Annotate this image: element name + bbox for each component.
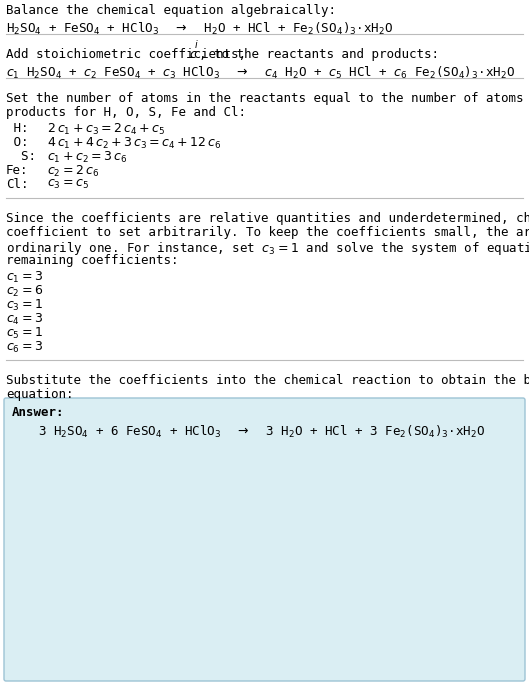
Text: $c_1 + c_2 = 3\,c_6$: $c_1 + c_2 = 3\,c_6$ — [32, 150, 127, 165]
Text: $c_1 = 3$: $c_1 = 3$ — [6, 270, 43, 285]
Text: $4\,c_1 + 4\,c_2 + 3\,c_3 = c_4 + 12\,c_6$: $4\,c_1 + 4\,c_2 + 3\,c_3 = c_4 + 12\,c_… — [32, 136, 221, 151]
Text: ordinarily one. For instance, set $c_3 = 1$ and solve the system of equations fo: ordinarily one. For instance, set $c_3 =… — [6, 240, 529, 257]
Text: $c_6 = 3$: $c_6 = 3$ — [6, 340, 43, 355]
Text: H$_2$SO$_4$ + FeSO$_4$ + HClO$_3$  $\rightarrow$  H$_2$O + HCl + Fe$_2$(SO$_4$)$: H$_2$SO$_4$ + FeSO$_4$ + HClO$_3$ $\righ… — [6, 21, 393, 37]
Text: $c_2 = 6$: $c_2 = 6$ — [6, 284, 43, 299]
Text: $c_2 = 2\,c_6$: $c_2 = 2\,c_6$ — [32, 164, 99, 179]
Text: Balance the chemical equation algebraically:: Balance the chemical equation algebraica… — [6, 4, 336, 17]
Text: O:: O: — [6, 136, 29, 149]
Text: coefficient to set arbitrarily. To keep the coefficients small, the arbitrary va: coefficient to set arbitrarily. To keep … — [6, 226, 529, 239]
Text: equation:: equation: — [6, 388, 74, 401]
Text: Set the number of atoms in the reactants equal to the number of atoms in the: Set the number of atoms in the reactants… — [6, 92, 529, 105]
Text: $c_5 = 1$: $c_5 = 1$ — [6, 326, 43, 341]
Text: $2\,c_1 + c_3 = 2\,c_4 + c_5$: $2\,c_1 + c_3 = 2\,c_4 + c_5$ — [32, 122, 165, 137]
Text: Cl:: Cl: — [6, 178, 29, 191]
Text: Answer:: Answer: — [12, 406, 65, 419]
Text: , to the reactants and products:: , to the reactants and products: — [199, 48, 440, 61]
Text: remaining coefficients:: remaining coefficients: — [6, 254, 178, 267]
Text: products for H, O, S, Fe and Cl:: products for H, O, S, Fe and Cl: — [6, 106, 246, 119]
Text: $c_1$ H$_2$SO$_4$ + $c_2$ FeSO$_4$ + $c_3$ HClO$_3$  $\rightarrow$  $c_4$ H$_2$O: $c_1$ H$_2$SO$_4$ + $c_2$ FeSO$_4$ + $c_… — [6, 65, 515, 81]
Text: c: c — [189, 48, 196, 61]
Text: $c_3 = 1$: $c_3 = 1$ — [6, 298, 43, 313]
Text: H:: H: — [6, 122, 29, 135]
Text: Substitute the coefficients into the chemical reaction to obtain the balanced: Substitute the coefficients into the che… — [6, 374, 529, 387]
Text: Add stoichiometric coefficients,: Add stoichiometric coefficients, — [6, 48, 253, 61]
Text: i: i — [195, 40, 198, 50]
Text: 3 H$_2$SO$_4$ + 6 FeSO$_4$ + HClO$_3$  $\rightarrow$  3 H$_2$O + HCl + 3 Fe$_2$(: 3 H$_2$SO$_4$ + 6 FeSO$_4$ + HClO$_3$ $\… — [38, 424, 485, 440]
Text: $c_3 = c_5$: $c_3 = c_5$ — [32, 178, 89, 191]
Text: Fe:: Fe: — [6, 164, 29, 177]
Text: Since the coefficients are relative quantities and underdetermined, choose a: Since the coefficients are relative quan… — [6, 212, 529, 225]
Text: S:: S: — [6, 150, 36, 163]
FancyBboxPatch shape — [4, 398, 525, 681]
Text: $c_4 = 3$: $c_4 = 3$ — [6, 312, 43, 327]
